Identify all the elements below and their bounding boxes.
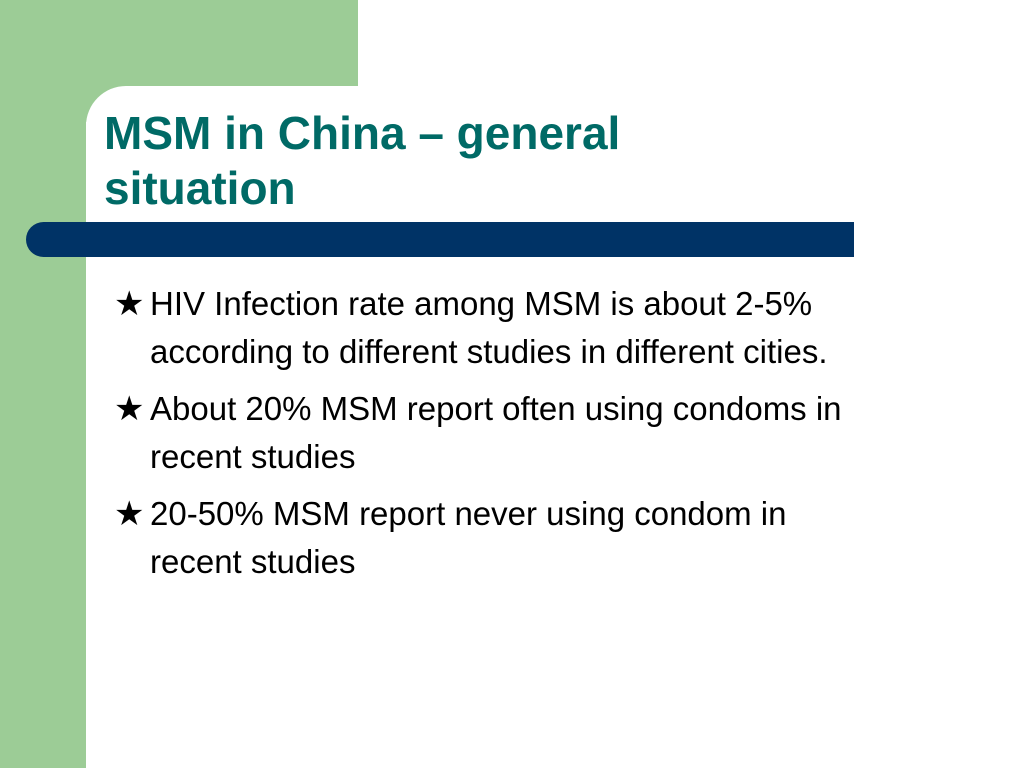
green-sidebar-decoration — [0, 0, 86, 768]
slide-title: MSM in China – general situation — [104, 107, 621, 214]
bullet-text: About 20% MSM report often using condoms… — [150, 390, 842, 475]
bullet-item: ★ HIV Infection rate among MSM is about … — [114, 280, 884, 376]
content-panel — [86, 86, 1024, 768]
star-icon: ★ — [114, 284, 145, 324]
bullet-list: ★ HIV Infection rate among MSM is about … — [114, 280, 884, 595]
bullet-item: ★ 20-50% MSM report never using condom i… — [114, 490, 884, 586]
bullet-text: 20-50% MSM report never using condom in … — [150, 495, 787, 580]
bullet-item: ★ About 20% MSM report often using condo… — [114, 385, 884, 481]
bullet-text: HIV Infection rate among MSM is about 2-… — [150, 285, 828, 370]
star-icon: ★ — [114, 389, 145, 429]
star-icon: ★ — [114, 494, 145, 534]
title-divider-bar — [26, 222, 854, 257]
